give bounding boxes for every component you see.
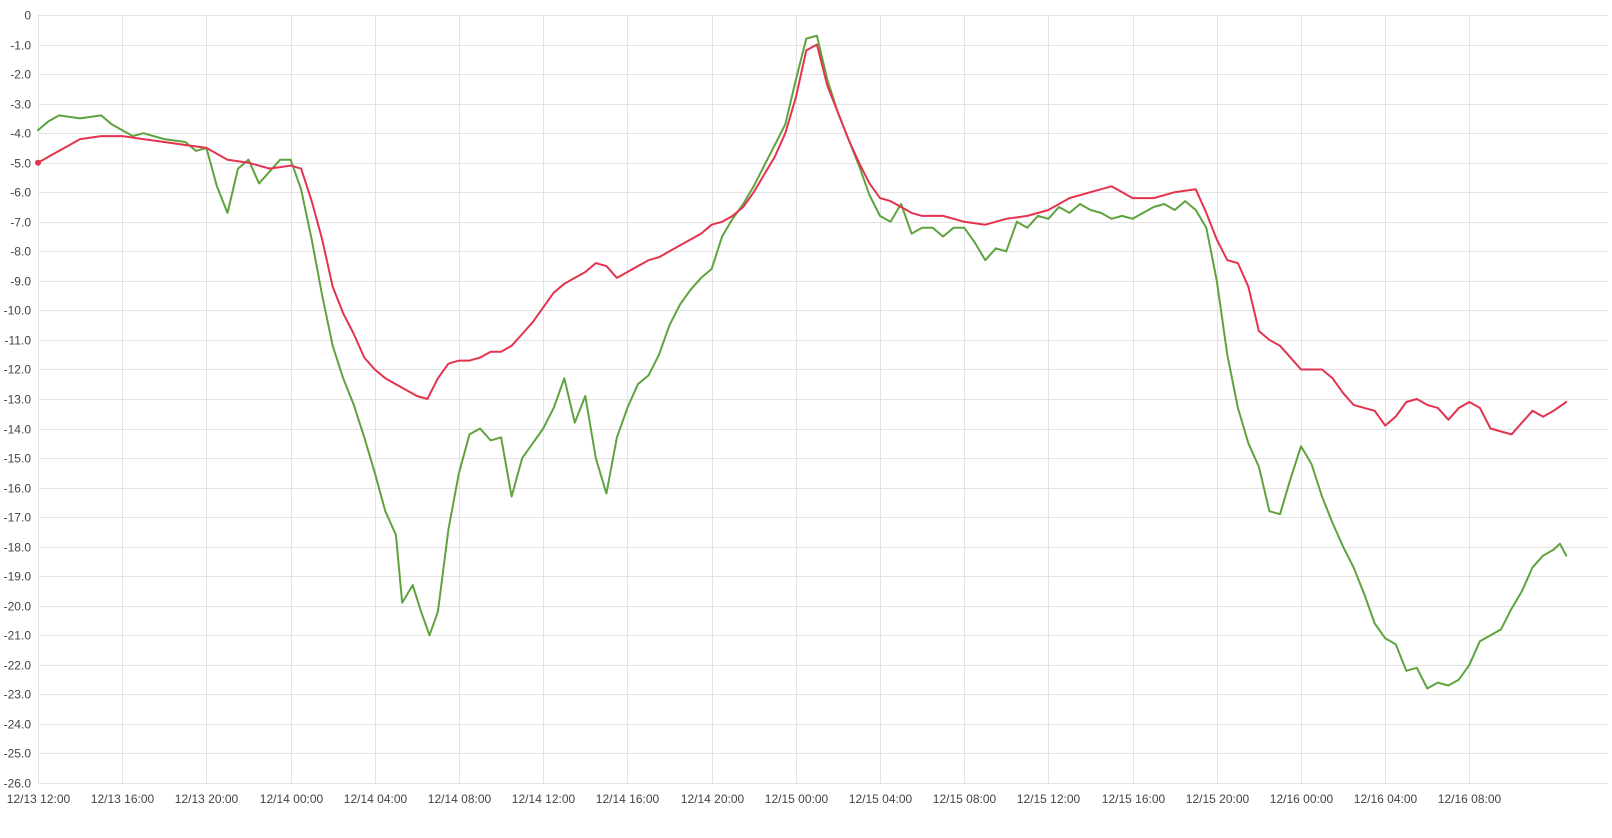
y-tick-label: -5.0: [10, 157, 31, 171]
y-tick-label: -12.0: [4, 363, 32, 377]
y-axis: 0 -1.0 -2.0 -3.0 -4.0 -5.0 -6.0 -7.0 -8.0 -9.0 -10…: [4, 9, 32, 791]
y-tick-label: -10.0: [4, 304, 32, 318]
series-line-2: [37, 43, 1568, 436]
x-tick-label: 12/15 12:00: [1017, 792, 1081, 806]
y-tick-label: 0: [24, 9, 31, 23]
y-tick-label: -2.0: [10, 68, 31, 82]
y-tick-label: -16.0: [4, 482, 32, 496]
series-2-start-point: [35, 159, 41, 166]
series-layer: [35, 34, 1568, 690]
y-tick-label: -11.0: [5, 334, 32, 348]
y-tick-label: -26.0: [4, 777, 32, 791]
y-tick-label: -19.0: [4, 570, 32, 584]
y-tick-label: -24.0: [4, 718, 32, 732]
y-tick-label: -20.0: [4, 600, 32, 614]
x-tick-label: 12/15 16:00: [1102, 792, 1166, 806]
y-tick-label: -18.0: [4, 541, 32, 555]
x-tick-label: 12/15 20:00: [1186, 792, 1250, 806]
y-tick-label: -14.0: [4, 423, 32, 437]
x-tick-label: 12/15 08:00: [933, 792, 997, 806]
x-tick-label: 12/14 08:00: [428, 792, 492, 806]
x-tick-label: 12/16 04:00: [1354, 792, 1418, 806]
y-tick-label: -6.0: [10, 186, 31, 200]
x-tick-label: 12/13 20:00: [175, 792, 239, 806]
y-tick-label: -23.0: [4, 688, 32, 702]
y-tick-label: -13.0: [4, 393, 32, 407]
y-tick-label: -7.0: [10, 216, 31, 230]
x-tick-label: 12/13 12:00: [7, 792, 71, 806]
x-axis: 12/13 12:00 12/13 16:00 12/13 20:00 12/14 0…: [7, 792, 1502, 806]
y-tick-label: -17.0: [4, 511, 32, 525]
x-tick-label: 12/16 08:00: [1438, 792, 1502, 806]
x-tick-label: 12/15 00:00: [765, 792, 829, 806]
y-tick-label: -8.0: [10, 245, 31, 259]
x-tick-label: 12/14 20:00: [681, 792, 745, 806]
y-tick-label: -15.0: [4, 452, 32, 466]
x-tick-label: 12/16 00:00: [1270, 792, 1334, 806]
x-tick-label: 12/14 04:00: [344, 792, 408, 806]
x-tick-label: 12/13 16:00: [91, 792, 155, 806]
y-tick-label: -3.0: [10, 98, 31, 112]
grid-layer: [38, 15, 1608, 784]
y-tick-label: -21.0: [4, 629, 32, 643]
y-tick-label: -22.0: [4, 659, 32, 673]
y-tick-label: -9.0: [10, 275, 31, 289]
x-tick-label: 12/14 00:00: [260, 792, 324, 806]
x-tick-label: 12/14 16:00: [596, 792, 660, 806]
x-tick-label: 12/15 04:00: [849, 792, 913, 806]
y-tick-label: -1.0: [10, 39, 31, 53]
series-line-1: [37, 34, 1568, 690]
y-tick-label: -4.0: [10, 127, 31, 141]
y-tick-label: -25.0: [4, 747, 32, 761]
x-tick-label: 12/14 12:00: [512, 792, 576, 806]
